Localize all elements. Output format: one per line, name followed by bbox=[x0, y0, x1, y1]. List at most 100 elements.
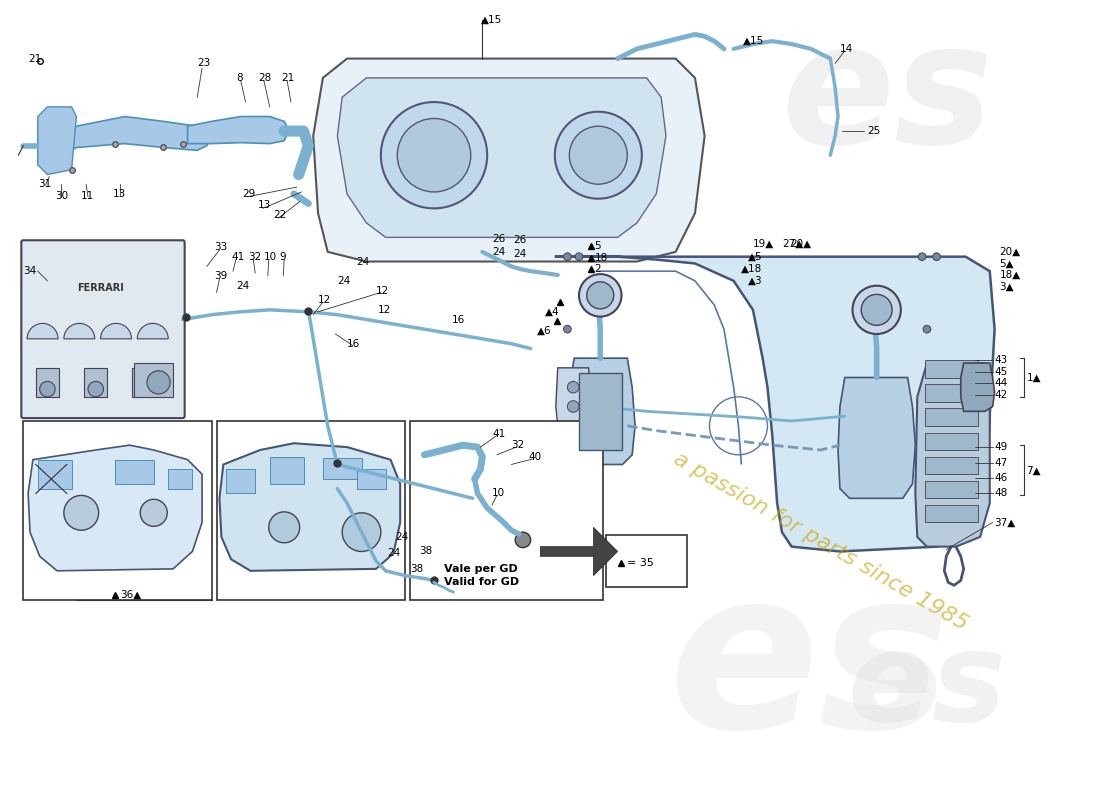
Circle shape bbox=[515, 532, 530, 548]
Text: 21: 21 bbox=[29, 54, 42, 63]
Circle shape bbox=[268, 512, 299, 542]
Bar bbox=[579, 373, 623, 450]
Circle shape bbox=[579, 274, 621, 317]
Wedge shape bbox=[100, 323, 132, 339]
Text: 33: 33 bbox=[214, 242, 228, 252]
Circle shape bbox=[586, 282, 614, 309]
Bar bbox=[925, 409, 978, 426]
Text: 36▲: 36▲ bbox=[120, 590, 141, 600]
Circle shape bbox=[568, 401, 579, 412]
Bar bbox=[37, 460, 72, 489]
Text: 5: 5 bbox=[594, 241, 601, 251]
Bar bbox=[925, 384, 978, 402]
Circle shape bbox=[568, 425, 579, 437]
FancyBboxPatch shape bbox=[606, 535, 688, 587]
Text: 13: 13 bbox=[258, 201, 272, 210]
Bar bbox=[323, 458, 362, 479]
Text: 46: 46 bbox=[994, 473, 1008, 483]
Text: 25: 25 bbox=[867, 126, 880, 136]
Text: 48: 48 bbox=[994, 489, 1008, 498]
Circle shape bbox=[923, 326, 931, 333]
Text: ▲3: ▲3 bbox=[748, 276, 762, 286]
Text: a passion for parts since 1985: a passion for parts since 1985 bbox=[670, 449, 971, 634]
FancyBboxPatch shape bbox=[23, 421, 211, 600]
Text: es: es bbox=[782, 16, 994, 178]
Bar bbox=[134, 363, 173, 397]
Text: 37▲: 37▲ bbox=[994, 518, 1015, 527]
Text: 38: 38 bbox=[410, 564, 424, 574]
Polygon shape bbox=[29, 445, 202, 571]
Wedge shape bbox=[138, 323, 168, 339]
Text: 30: 30 bbox=[55, 191, 68, 201]
Circle shape bbox=[563, 326, 571, 333]
Text: 24: 24 bbox=[492, 247, 505, 257]
Text: 24: 24 bbox=[235, 281, 249, 290]
Text: 29: 29 bbox=[243, 189, 256, 199]
Text: 20▲: 20▲ bbox=[790, 239, 811, 249]
Polygon shape bbox=[37, 107, 76, 174]
Polygon shape bbox=[960, 363, 994, 411]
Text: 44: 44 bbox=[994, 378, 1008, 388]
Text: Vale per GD: Vale per GD bbox=[443, 564, 517, 574]
Text: 34: 34 bbox=[23, 266, 36, 276]
Text: 3▲: 3▲ bbox=[1000, 282, 1014, 292]
Text: 49: 49 bbox=[994, 442, 1008, 452]
Circle shape bbox=[40, 382, 55, 397]
Text: 38: 38 bbox=[419, 546, 432, 557]
Circle shape bbox=[554, 112, 641, 198]
Bar bbox=[925, 481, 978, 498]
Text: 24: 24 bbox=[514, 249, 527, 258]
Text: 26: 26 bbox=[514, 235, 527, 246]
Text: 20▲: 20▲ bbox=[1000, 247, 1021, 257]
Text: = 35: = 35 bbox=[627, 558, 654, 568]
Circle shape bbox=[918, 253, 926, 261]
Text: 32: 32 bbox=[249, 252, 262, 262]
Text: 43: 43 bbox=[994, 355, 1008, 365]
Text: 7▲: 7▲ bbox=[1026, 466, 1041, 475]
Text: 39: 39 bbox=[214, 271, 228, 281]
Text: 13: 13 bbox=[113, 189, 127, 199]
Text: 28: 28 bbox=[258, 73, 272, 83]
Text: 16: 16 bbox=[346, 338, 361, 349]
Text: ▲15: ▲15 bbox=[482, 15, 503, 25]
Circle shape bbox=[88, 382, 103, 397]
Text: ▲18: ▲18 bbox=[741, 264, 762, 274]
Text: es: es bbox=[847, 626, 1006, 747]
Circle shape bbox=[140, 499, 167, 526]
Text: 2: 2 bbox=[594, 264, 601, 274]
Text: 42: 42 bbox=[994, 390, 1008, 400]
Text: 24: 24 bbox=[338, 276, 351, 286]
Circle shape bbox=[852, 286, 901, 334]
Text: 23: 23 bbox=[197, 58, 210, 68]
Bar bbox=[132, 368, 156, 397]
Text: 24: 24 bbox=[356, 257, 370, 266]
Polygon shape bbox=[556, 368, 591, 445]
Polygon shape bbox=[540, 527, 618, 576]
Bar bbox=[168, 470, 192, 489]
Bar bbox=[270, 457, 304, 484]
Circle shape bbox=[397, 118, 471, 192]
Polygon shape bbox=[314, 58, 705, 262]
Text: 32: 32 bbox=[512, 440, 525, 450]
Bar bbox=[36, 368, 59, 397]
Bar bbox=[227, 470, 255, 494]
Polygon shape bbox=[338, 78, 666, 238]
Circle shape bbox=[568, 382, 579, 393]
Polygon shape bbox=[568, 358, 635, 465]
Text: 24: 24 bbox=[395, 532, 408, 542]
Circle shape bbox=[147, 370, 170, 394]
Bar bbox=[356, 470, 386, 489]
Circle shape bbox=[575, 253, 583, 261]
Text: 16: 16 bbox=[451, 314, 464, 325]
Circle shape bbox=[342, 513, 381, 551]
Wedge shape bbox=[28, 323, 58, 339]
Bar bbox=[84, 368, 108, 397]
Text: 8: 8 bbox=[235, 73, 242, 83]
Text: 18▲: 18▲ bbox=[1000, 270, 1021, 280]
Text: 18: 18 bbox=[594, 253, 607, 262]
Bar bbox=[925, 433, 978, 450]
Text: 19▲: 19▲ bbox=[754, 239, 774, 249]
Bar bbox=[925, 505, 978, 522]
Circle shape bbox=[136, 382, 152, 397]
Bar bbox=[925, 457, 978, 474]
